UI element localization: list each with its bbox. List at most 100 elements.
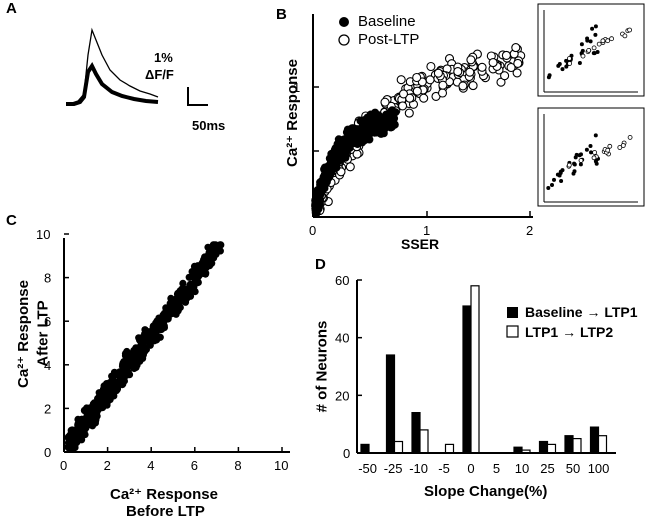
baseline-point [349,133,358,141]
baseline-point [374,126,383,135]
bar-baseline-ltp1 [411,412,421,454]
inset-baseline-point [558,171,563,175]
inset-baseline-point [572,161,577,166]
panel-d-ytick-label: 40 [335,331,349,346]
panel-d-xtick-label: -25 [384,461,403,476]
bar-baseline-ltp1 [538,440,549,454]
inset-baseline-point [593,32,598,37]
panel-c-ytick-label: 0 [44,445,51,460]
neuron-point [92,415,100,423]
legend-black-label: Baseline → LTP1 [525,304,638,320]
post-ltp-point [513,58,523,68]
panel-c-letter: C [6,212,17,229]
inset-post-point [607,143,613,149]
inset-bottom-frame [537,107,645,207]
inset-baseline-point [579,42,584,47]
baseline-point [328,163,336,172]
inset-baseline-point [592,51,597,56]
panel-c-ytick-label: 4 [44,358,51,373]
bar-ltp1-ltp2 [444,443,455,454]
post-ltp-point [468,81,478,91]
inset-baseline-point [546,75,551,80]
panel-d-xtick-label: 0 [467,461,474,476]
panel-c-ytick-label: 2 [44,401,51,416]
panel-c-xtick-label: 6 [191,458,198,473]
bar-ltp1-ltp2 [572,438,582,454]
baseline-point [387,119,396,128]
bar-baseline-ltp1 [385,354,396,454]
inset-post-point [620,143,626,148]
inset-post-point [591,155,597,161]
bar-ltp1-ltp2 [470,285,480,454]
baseline-point [363,129,372,138]
inset-baseline-point [578,162,583,167]
panel-c-xlabel-line1: Ca²⁺ Response [110,486,218,503]
inset-post-point [617,145,623,150]
scale-bar-percent: 1% [154,50,173,65]
inset-baseline-point [588,39,593,44]
legend-post-label: Post-LTP [358,31,420,48]
bar-ltp1-ltp2 [419,429,429,454]
inset-post-point [622,33,628,39]
inset-post-point [567,56,572,61]
panel-d-ytick-label: 20 [335,388,349,403]
neuron-point [157,325,166,333]
legend-black-box [507,307,518,318]
baseline-point [329,150,338,159]
scale-bar-time: 50ms [192,118,226,133]
panel-c-ytick-label: 8 [44,271,51,286]
trace-post-ltp [66,27,159,104]
panel-d-xtick-label: 5 [493,461,500,476]
post-ltp-point [501,50,511,60]
post-ltp-point [465,67,475,77]
neuron-point [102,399,110,407]
post-ltp-point [398,101,408,111]
inset-baseline-point [588,144,593,148]
neuron-point [119,380,127,388]
baseline-point [337,142,345,151]
baseline-point [336,148,345,157]
inset-post-point [605,38,611,44]
inset-baseline-point [559,179,564,183]
neuron-point [209,243,217,251]
panel-d-xtick-label: 10 [515,461,529,476]
bar-ltp1-ltp2 [393,440,404,454]
panel-c-xtick-label: 8 [234,458,241,473]
bar-baseline-ltp1 [360,443,370,454]
neuron-point [137,334,146,342]
scale-bar [187,87,208,106]
post-ltp-point [453,67,463,77]
scale-bar-df-label: ΔF/F [145,67,174,82]
baseline-point [342,128,351,137]
inset-baseline-point [580,48,585,53]
panel-d-xtick-label: 25 [540,461,554,476]
legend-baseline-marker [339,17,349,27]
inset-post-point [609,36,614,42]
panel-d-xtick-label: -5 [438,461,450,476]
panel-d-xtick-label: -50 [358,461,377,476]
inset-baseline-point [595,50,600,54]
panel-c-ytick-label: 6 [44,314,51,329]
inset-baseline-point [546,186,551,190]
panel-d-ylabel: # of Neurons [313,320,331,413]
inset-baseline-point [552,177,556,182]
neuron-point [121,352,130,360]
post-ltp-point [412,86,422,96]
inset-post-point [580,53,586,59]
post-ltp-point [345,162,355,172]
bar-ltp1-ltp2 [597,435,608,454]
panel-b-xtick-label-1: 1 [423,223,430,238]
inset-baseline-point [574,152,579,157]
neuron-point [133,361,141,369]
post-ltp-point [488,58,498,68]
baseline-point [368,115,377,124]
inset-post-point [600,38,606,44]
panel-c-xtick-label: 0 [60,458,67,473]
panel-b-letter: B [276,6,287,23]
panel-d-xtick-label: -10 [409,461,428,476]
inset-post-point [566,162,572,168]
panel-d-bars [360,285,608,454]
panel-b-ytick-label-1: 1 [293,80,300,95]
